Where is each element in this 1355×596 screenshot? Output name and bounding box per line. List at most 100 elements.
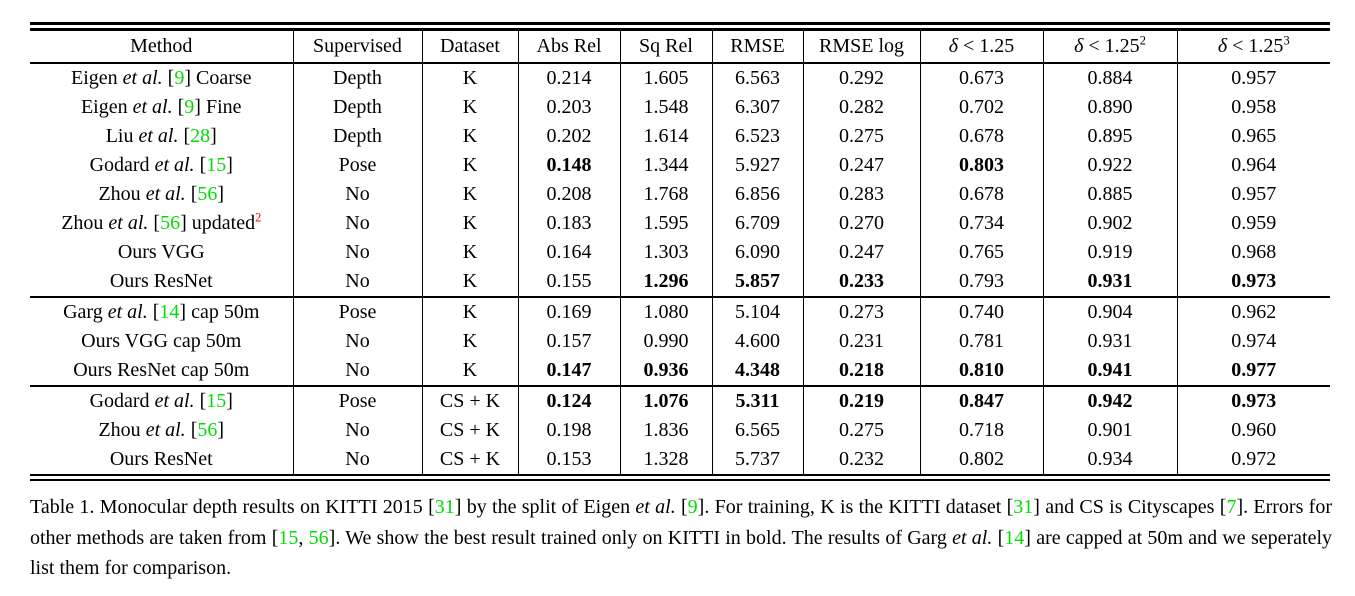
text-segment: ] xyxy=(217,183,225,205)
value-cell: 0.936 xyxy=(619,356,712,386)
text-segment: [ xyxy=(172,96,185,118)
value-cell: 0.973 xyxy=(1176,267,1330,297)
dataset-cell: CS + K xyxy=(421,445,518,478)
value-cell: 5.737 xyxy=(711,445,803,478)
citation-link[interactable]: 14 xyxy=(159,301,180,323)
value-cell: 0.247 xyxy=(802,151,920,180)
citation-link[interactable]: 9 xyxy=(184,96,195,118)
citation-link[interactable]: 28 xyxy=(190,125,211,147)
text-segment: et al. xyxy=(138,125,179,147)
col-header-method: Method xyxy=(30,26,293,64)
method-cell: Eigen et al. [9] Fine xyxy=(30,93,293,122)
col-header-rmse: RMSE xyxy=(711,26,803,64)
citation-link[interactable]: 9 xyxy=(174,67,185,89)
value-cell: 0.233 xyxy=(802,267,920,297)
text-segment: Abs Rel xyxy=(536,35,602,57)
value-cell: 0.283 xyxy=(802,180,920,209)
text-segment: δ xyxy=(948,35,958,57)
supervised-cell: No xyxy=(292,267,422,297)
value-cell: 0.934 xyxy=(1042,445,1177,478)
text-segment: et al. xyxy=(635,496,676,518)
method-cell: Ours ResNet cap 50m xyxy=(30,356,293,386)
text-segment: Method xyxy=(130,35,193,57)
table-row: Eigen et al. [9] Fine Depth K 0.203 1.548 6.3… xyxy=(30,93,1330,122)
text-segment: [ xyxy=(194,154,207,176)
text-segment: et al. xyxy=(145,419,186,441)
text-segment: Zhou xyxy=(98,183,146,205)
table-row: Godard et al. [15] Pose K 0.148 1.344 5.927 0.… xyxy=(30,151,1330,180)
value-cell: 4.600 xyxy=(711,327,803,356)
value-cell: 0.957 xyxy=(1176,63,1330,93)
text-segment: ] are capped at 50m and we seperately li… xyxy=(30,526,1333,580)
value-cell: 6.709 xyxy=(711,209,803,238)
citation-link[interactable]: 15 xyxy=(206,390,227,412)
text-segment: ]. Errors for other methods are taken fr… xyxy=(30,496,1332,549)
citation-link[interactable]: 15 xyxy=(206,154,227,176)
method-cell: Ours VGG xyxy=(30,238,293,267)
value-cell: 0.793 xyxy=(919,267,1043,297)
value-cell: 0.973 xyxy=(1176,385,1330,416)
supervised-cell: No xyxy=(292,416,422,445)
value-cell: 1.080 xyxy=(619,296,712,327)
citation-link[interactable]: 9 xyxy=(687,496,698,518)
text-segment: Garg xyxy=(63,301,108,323)
value-cell: 0.931 xyxy=(1042,327,1177,356)
citation-link[interactable]: 56 xyxy=(308,526,329,549)
method-cell: Ours VGG cap 50m xyxy=(30,327,293,356)
value-cell: 0.155 xyxy=(517,267,620,297)
table-row: Zhou et al. [56] updated2 No K 0.183 1.595 6.… xyxy=(30,209,1330,238)
value-cell: 0.147 xyxy=(517,356,620,386)
table-row: Ours VGG No K 0.164 1.303 6.090 0.247 0.765 0.91… xyxy=(30,238,1330,267)
value-cell: 0.702 xyxy=(919,93,1043,122)
value-cell: 0.781 xyxy=(919,327,1043,356)
citation-link[interactable]: 15 xyxy=(278,526,299,549)
value-cell: 5.104 xyxy=(711,296,803,327)
value-cell: 0.169 xyxy=(517,296,620,327)
citation-link[interactable]: 31 xyxy=(1013,496,1034,518)
value-cell: 6.090 xyxy=(711,238,803,267)
value-cell: 5.311 xyxy=(711,385,803,416)
col-header-abs-rel: Abs Rel xyxy=(517,26,620,64)
value-cell: 1.595 xyxy=(619,209,712,238)
text-segment: et al. xyxy=(122,67,163,89)
citation-link[interactable]: 7 xyxy=(1226,496,1237,518)
citation-link[interactable]: 56 xyxy=(197,183,218,205)
citation-link[interactable]: 56 xyxy=(197,419,218,441)
text-segment: RMSE log xyxy=(818,35,905,57)
value-cell: 0.164 xyxy=(517,238,620,267)
table-row: Zhou et al. [56] No K 0.208 1.768 6.856 0.283 0… xyxy=(30,180,1330,209)
value-cell: 0.203 xyxy=(517,93,620,122)
value-cell: 0.208 xyxy=(517,180,620,209)
citation-link[interactable]: 14 xyxy=(1004,526,1025,549)
value-cell: 6.307 xyxy=(711,93,803,122)
citation-link[interactable]: 56 xyxy=(160,212,181,234)
citation-link[interactable]: 31 xyxy=(434,496,455,518)
dataset-cell: CS + K xyxy=(421,416,518,445)
col-header-delta-125-cu: δ < 1.253 xyxy=(1176,26,1330,64)
table-row: Liu et al. [28] Depth K 0.202 1.614 6.523 0.27… xyxy=(30,122,1330,151)
text-segment: 3 xyxy=(1283,33,1290,48)
text-segment: Godard xyxy=(89,390,155,412)
method-cell: Zhou et al. [56] xyxy=(30,180,293,209)
value-cell: 0.901 xyxy=(1042,416,1177,445)
text-segment: [ xyxy=(675,496,688,518)
col-header-rmse-log: RMSE log xyxy=(802,26,920,64)
value-cell: 0.275 xyxy=(802,416,920,445)
text-segment: ] and CS is Cityscapes [ xyxy=(1033,496,1227,518)
value-cell: 0.922 xyxy=(1042,151,1177,180)
table-row: Ours VGG cap 50m No K 0.157 0.990 4.600 0.231 0… xyxy=(30,327,1330,356)
value-cell: 0.765 xyxy=(919,238,1043,267)
value-cell: 0.673 xyxy=(919,63,1043,93)
value-cell: 0.885 xyxy=(1042,180,1177,209)
text-segment: [ xyxy=(185,419,198,441)
text-segment: et al. xyxy=(154,390,195,412)
value-cell: 0.153 xyxy=(517,445,620,478)
table-row: Ours ResNet cap 50m No K 0.147 0.936 4.348 0.2… xyxy=(30,356,1330,386)
table-header: Method Supervised Dataset Abs Rel Sq Rel RMSE… xyxy=(30,26,1330,64)
value-cell: 0.902 xyxy=(1042,209,1177,238)
value-cell: 0.919 xyxy=(1042,238,1177,267)
value-cell: 0.965 xyxy=(1176,122,1330,151)
method-cell: Godard et al. [15] xyxy=(30,151,293,180)
value-cell: 0.964 xyxy=(1176,151,1330,180)
table-row: Ours ResNet No K 0.155 1.296 5.857 0.233 0.793 0… xyxy=(30,267,1330,297)
